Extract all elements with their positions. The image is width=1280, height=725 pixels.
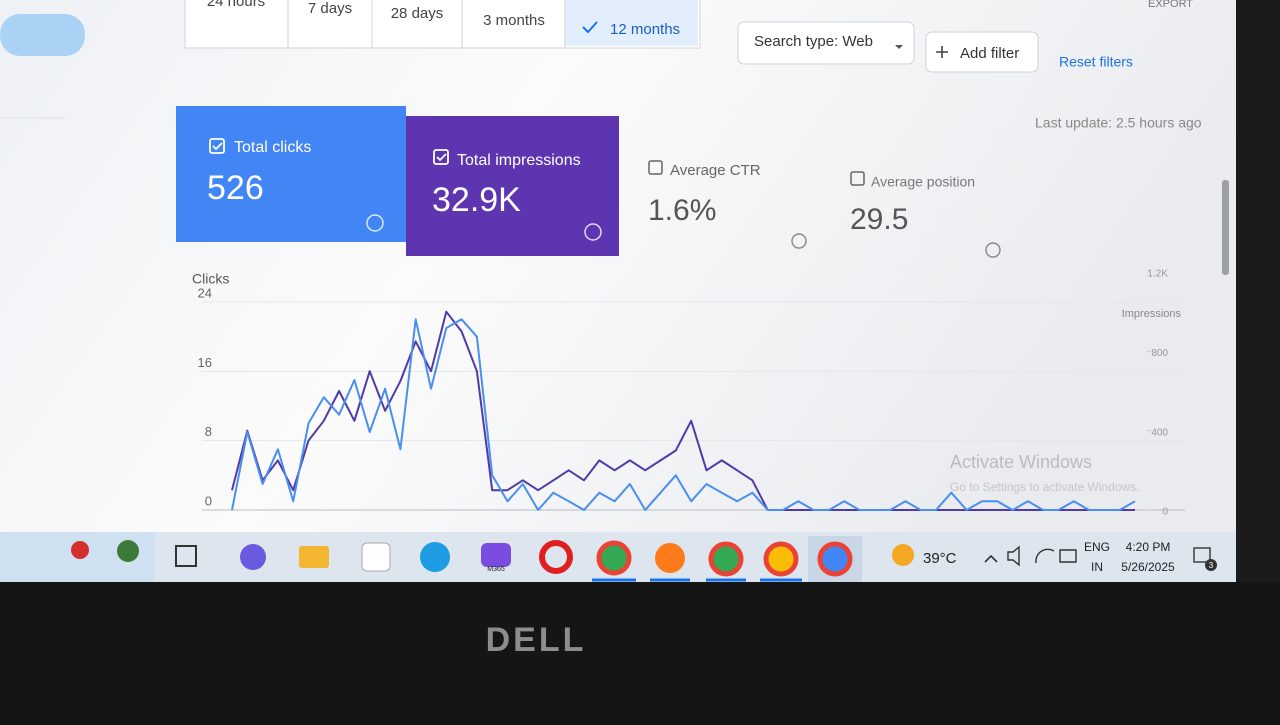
date-tabs: 24 hours 7 days 28 days 3 months 12 mont… xyxy=(184,0,701,49)
metric-label: Total clicks xyxy=(234,139,311,156)
metric-label: Average CTR xyxy=(670,162,761,179)
metric-label: Total impressions xyxy=(457,152,581,169)
series-line xyxy=(231,310,1135,511)
chrome-icon[interactable] xyxy=(817,541,853,577)
tray-icons[interactable] xyxy=(1007,545,1077,567)
check-icon xyxy=(436,153,447,162)
help-icon[interactable] xyxy=(584,223,602,241)
y-tick-label: 16 xyxy=(198,355,212,370)
language[interactable]: ENG xyxy=(1084,540,1110,554)
chrome-icon[interactable] xyxy=(763,541,799,577)
activate-windows-title: Activate Windows xyxy=(950,452,1092,472)
last-update: Last update: 2.5 hours ago xyxy=(1035,115,1202,131)
metric-label: Average position xyxy=(871,174,975,190)
firefox-icon[interactable] xyxy=(655,543,685,573)
store-icon[interactable] xyxy=(361,542,391,572)
metric-value: 32.9K xyxy=(432,181,521,219)
search-type-button[interactable] xyxy=(737,21,915,65)
y2-tick-label: 1.2K xyxy=(1147,269,1168,280)
nav-pill[interactable] xyxy=(0,14,85,56)
checkbox[interactable] xyxy=(433,149,449,165)
y2-tick-label: 400 xyxy=(1151,427,1168,438)
tab[interactable]: 28 days xyxy=(391,5,444,22)
help-icon[interactable] xyxy=(791,233,807,249)
activate-windows-text: Go to Settings to activate Windows. xyxy=(950,480,1139,494)
check-icon xyxy=(582,21,598,34)
notification-count: 3 xyxy=(1209,561,1214,570)
tab[interactable]: 12 months xyxy=(610,21,680,38)
edge-icon[interactable] xyxy=(420,542,450,572)
m365-icon[interactable] xyxy=(481,543,511,567)
checkbox[interactable] xyxy=(648,160,663,175)
explorer-icon[interactable] xyxy=(299,546,329,568)
bezel-bottom xyxy=(0,582,1280,720)
tab-selected[interactable] xyxy=(565,0,698,46)
weather-icon[interactable] xyxy=(892,544,914,566)
screen xyxy=(0,0,1236,532)
bezel-right xyxy=(1236,0,1280,590)
series-line xyxy=(231,318,1136,511)
metric-value: 526 xyxy=(207,169,264,207)
y2-tick-label: 0 xyxy=(1162,507,1168,518)
chrome-icon[interactable] xyxy=(596,540,632,576)
notification-icon[interactable] xyxy=(1193,547,1211,563)
tab[interactable]: 3 months xyxy=(483,12,545,29)
help-icon[interactable] xyxy=(366,214,384,232)
add-filter[interactable]: Add filter xyxy=(960,45,1019,62)
metric-value: 1.6% xyxy=(648,194,716,227)
weather[interactable]: 39°C xyxy=(923,550,957,567)
reset-filters[interactable]: Reset filters xyxy=(1059,54,1133,70)
y2-tick-label: 800 xyxy=(1151,348,1168,359)
metric-card[interactable] xyxy=(406,116,619,256)
chrome-icon[interactable] xyxy=(708,541,744,577)
metric-value: 29.5 xyxy=(850,203,908,236)
tab[interactable]: 7 days xyxy=(308,0,352,17)
dropdown-icon xyxy=(895,45,903,49)
scrollbar[interactable] xyxy=(1222,180,1229,275)
y-tick-label: 0 xyxy=(205,493,212,508)
checkbox[interactable] xyxy=(850,171,865,186)
performance-chart: Clicks Impressions 0 8 16 24 0 400 800 1.2K xyxy=(192,269,1185,518)
task-view-icon[interactable] xyxy=(175,545,197,567)
checkbox[interactable] xyxy=(209,138,225,154)
check-icon xyxy=(212,142,223,151)
notification-badge xyxy=(1205,559,1217,571)
add-filter-button[interactable] xyxy=(925,31,1039,73)
region[interactable]: IN xyxy=(1091,560,1103,574)
clock-time[interactable]: 4:20 PM xyxy=(1126,540,1171,554)
export[interactable]: EXPORT xyxy=(1148,0,1193,10)
help-icon[interactable] xyxy=(985,242,1001,258)
m365-label: M365 xyxy=(487,566,505,573)
opera-icon[interactable] xyxy=(539,540,573,574)
widget-icon xyxy=(117,540,139,562)
clock-date[interactable]: 5/26/2025 xyxy=(1121,560,1175,574)
y-axis-title: Clicks xyxy=(192,271,229,287)
y2-axis-title: Impressions xyxy=(1122,308,1182,320)
tab[interactable]: 24 hours xyxy=(207,0,265,10)
tray-chevron[interactable] xyxy=(984,554,998,563)
y-tick-label: 8 xyxy=(205,424,212,439)
y-tick-label: 24 xyxy=(198,285,212,300)
widget-icon xyxy=(71,541,89,559)
taskbar-icons: M365 xyxy=(175,536,862,582)
search-type[interactable]: Search type: Web xyxy=(754,33,873,50)
plus-icon xyxy=(936,46,948,58)
copilot-icon[interactable] xyxy=(240,544,266,570)
brand-logo: DELL xyxy=(486,621,587,659)
